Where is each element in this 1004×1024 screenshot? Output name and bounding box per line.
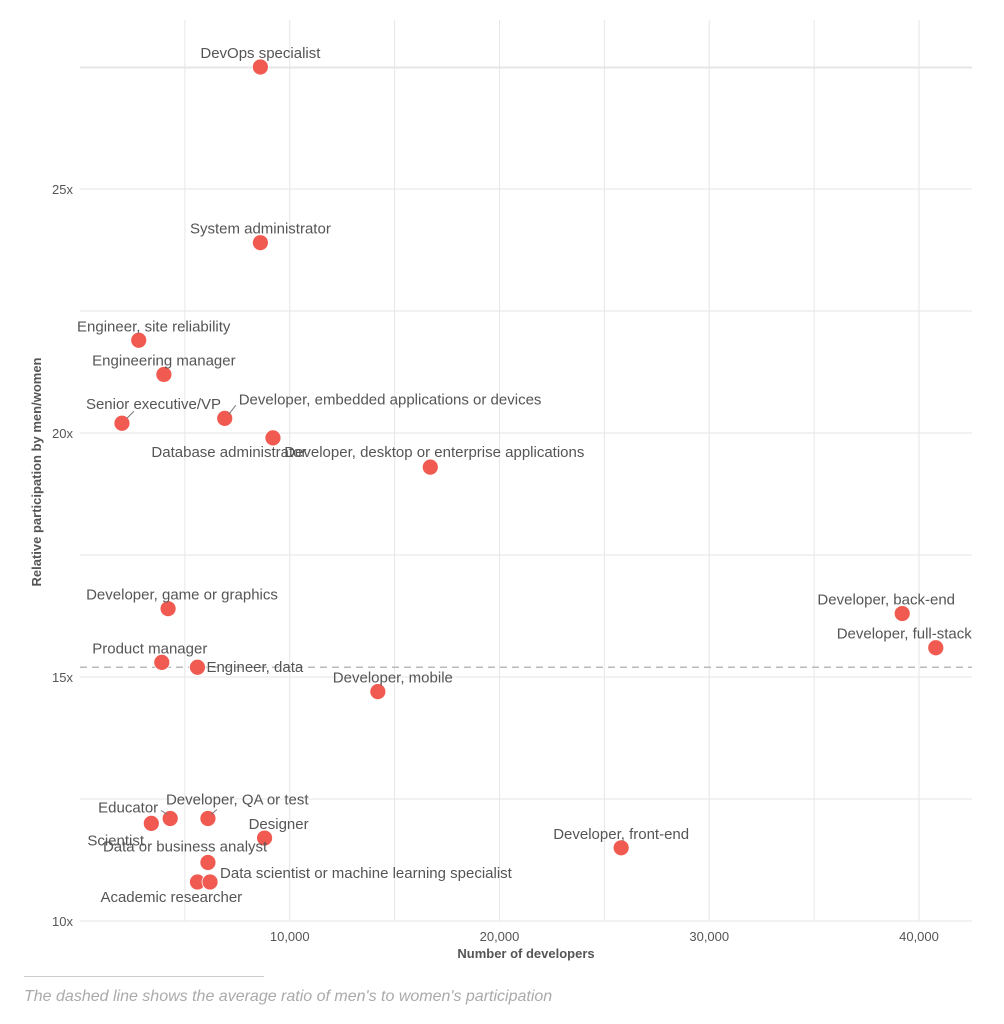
data-point-label: Engineer, site reliability [77, 318, 231, 335]
x-axis-title: Number of developers [457, 946, 594, 961]
y-tick-label: 10x [52, 914, 73, 929]
x-tick-label: 10,000 [270, 929, 310, 944]
data-point-label: Senior executive/VP [86, 396, 221, 413]
data-point[interactable] [927, 639, 945, 657]
x-tick-label: 40,000 [899, 929, 939, 944]
data-point-label: System administrator [190, 221, 331, 238]
data-point[interactable] [161, 810, 179, 827]
data-point[interactable] [199, 810, 217, 827]
data-point-label: Developer, back-end [817, 592, 955, 609]
data-point[interactable] [159, 600, 177, 618]
data-point-label: Academic researcher [100, 889, 242, 906]
data-point-label: Data or business analyst [103, 838, 268, 855]
scatter-chart: 10x 15x 20x 25x 10,000 20,000 30,000 40,000 Numb… [29, 20, 973, 961]
data-point-label: DevOps specialist [200, 45, 321, 62]
data-point-label: Data scientist or machine learning speci… [220, 865, 513, 882]
data-point-label: Engineer, data [206, 659, 303, 676]
data-point[interactable] [251, 234, 269, 252]
label-leader-line [210, 809, 218, 815]
data-point[interactable] [251, 58, 269, 76]
data-point-label: Educator [98, 800, 158, 817]
data-point-label: Developer, desktop or enterprise applica… [284, 444, 584, 461]
data-point[interactable] [130, 331, 148, 349]
data-point[interactable] [256, 829, 273, 847]
label-leader-line [228, 405, 237, 415]
data-point-label: Developer, QA or test [166, 792, 309, 809]
data-point[interactable] [612, 839, 630, 857]
footnote-text: The dashed line shows the average ratio … [24, 988, 553, 1005]
label-leader-line [126, 410, 135, 419]
data-point-label: Engineering manager [92, 352, 235, 369]
data-point[interactable] [113, 414, 131, 432]
data-point[interactable] [201, 873, 219, 891]
data-point-label: Developer, full-stack [837, 626, 973, 643]
data-point-label: Scientist [87, 832, 145, 849]
data-point-label: Developer, front-end [553, 826, 689, 843]
data-point[interactable] [264, 429, 282, 447]
y-tick-label: 20x [52, 426, 73, 441]
y-tick-label: 15x [52, 670, 73, 685]
x-tick-label: 30,000 [689, 929, 729, 944]
data-point[interactable] [421, 458, 439, 476]
y-axis-title: Relative participation by men/women [29, 357, 44, 586]
footnote-divider [24, 976, 264, 977]
data-point-label: Developer, game or graphics [86, 587, 278, 604]
data-point-label: Database administrator [151, 444, 306, 461]
data-point[interactable] [142, 815, 160, 832]
data-point-label: Developer, embedded applications or devi… [239, 391, 542, 408]
data-point[interactable] [369, 683, 387, 701]
data-point[interactable] [893, 605, 911, 622]
x-tick-label: 20,000 [480, 929, 520, 944]
data-point[interactable] [189, 658, 206, 676]
data-point[interactable] [199, 854, 217, 871]
label-leader-line [160, 810, 168, 815]
y-tick-label: 25x [52, 182, 73, 197]
data-point[interactable] [155, 366, 173, 383]
data-point-label: Developer, mobile [333, 670, 453, 687]
data-point-label: Designer [249, 816, 309, 833]
data-point-label: Product manager [92, 640, 207, 657]
data-point[interactable] [153, 653, 171, 671]
